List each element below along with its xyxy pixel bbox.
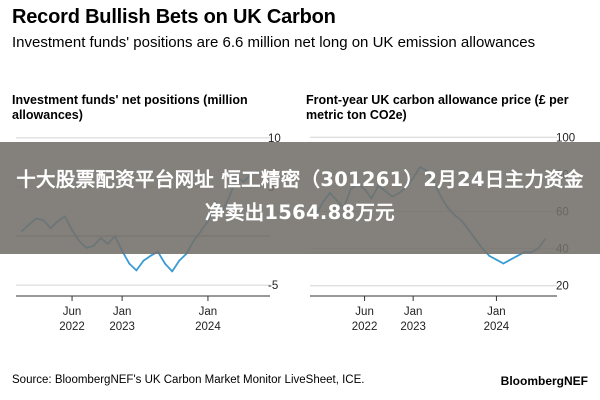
x-tick-label: Jan bbox=[199, 306, 218, 318]
chart-subtitle: Investment funds' positions are 6.6 mill… bbox=[12, 34, 536, 51]
x-tick-label: 2024 bbox=[195, 321, 221, 333]
x-tick-label: Jan bbox=[113, 306, 132, 318]
left-panel-title: Investment funds' net positions (million… bbox=[12, 93, 248, 122]
y-tick-label: 10 bbox=[268, 133, 281, 145]
right-panel-title: Front-year UK carbon allowance price (£ … bbox=[306, 93, 569, 122]
chart-title: Record Bullish Bets on UK Carbon bbox=[12, 6, 336, 28]
data-point bbox=[516, 255, 519, 257]
data-point bbox=[135, 269, 138, 272]
x-tick-label: Jan bbox=[404, 306, 423, 318]
news-overlay-text: 十大股票配资平台网址 恒工精密（301261）2月24日主力资金净卖出1564.… bbox=[16, 168, 584, 224]
data-point bbox=[164, 262, 166, 265]
x-tick-label: Jan bbox=[487, 306, 506, 318]
x-tick-label: Jun bbox=[355, 306, 374, 318]
x-tick-label: 2022 bbox=[352, 321, 378, 333]
source-note: Source: BloombergNEF's UK Carbon Market … bbox=[12, 374, 365, 386]
news-overlay-band bbox=[0, 142, 600, 254]
x-tick-label: 2023 bbox=[109, 321, 135, 333]
x-tick-label: Jun bbox=[63, 306, 82, 318]
data-point bbox=[488, 255, 491, 257]
data-point bbox=[128, 262, 131, 265]
brand-logo: BloombergNEF bbox=[500, 374, 588, 388]
x-tick-label: 2023 bbox=[400, 321, 426, 333]
data-point bbox=[178, 259, 181, 262]
data-point bbox=[142, 259, 145, 262]
y-tick-label: -5 bbox=[268, 280, 278, 292]
data-point bbox=[509, 258, 512, 261]
y-tick-label: 100 bbox=[556, 132, 575, 144]
x-tick-label: 2022 bbox=[59, 321, 85, 333]
y-tick-label: 20 bbox=[556, 281, 569, 293]
data-point bbox=[495, 258, 498, 261]
data-point bbox=[502, 262, 505, 265]
x-tick-label: 2024 bbox=[484, 321, 510, 333]
data-point bbox=[149, 254, 152, 257]
data-point bbox=[171, 270, 174, 273]
